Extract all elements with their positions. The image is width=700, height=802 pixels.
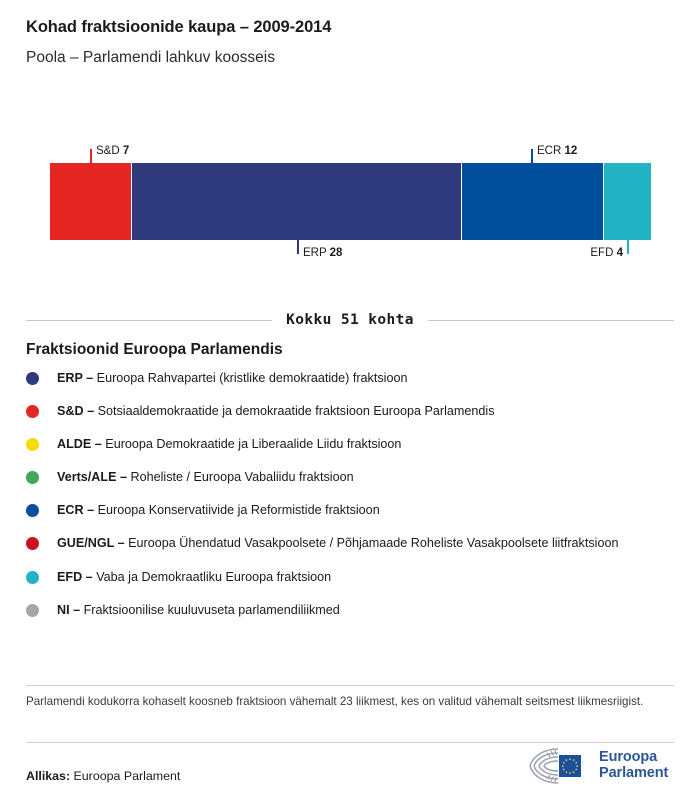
legend-item[interactable]: GUE/NGL – Euroopa Ühendatud Vasakpoolset… (26, 534, 674, 555)
legend-item-abbr: S&D – (57, 404, 98, 418)
legend-item-text: GUE/NGL – Euroopa Ühendatud Vasakpoolset… (57, 534, 618, 552)
bar-segment-erp[interactable] (132, 163, 463, 240)
footer-rule-top (26, 685, 674, 686)
tick-label-ecr: ECR 12 (537, 145, 578, 157)
bar-segment-ecr[interactable] (462, 163, 604, 240)
legend-color-swatch-icon (26, 471, 39, 484)
legend-item[interactable]: S&D – Sotsiaaldemokraatide ja demokraati… (26, 402, 674, 423)
legend-item-text: S&D – Sotsiaaldemokraatide ja demokraati… (57, 402, 495, 420)
legend-color-swatch-icon (26, 537, 39, 550)
legend-item-abbr: EFD – (57, 570, 97, 584)
legend-item[interactable]: NI – Fraktsioonilise kuuluvuseta parlame… (26, 601, 674, 622)
legend-item-description: Euroopa Demokraatide ja Liberaalide Liid… (105, 437, 402, 451)
divider-left (26, 319, 273, 321)
legend-item-text: ECR – Euroopa Konservatiivide ja Reformi… (57, 501, 380, 519)
legend-item[interactable]: ECR – Euroopa Konservatiivide ja Reformi… (26, 501, 674, 522)
legend-item-description: Fraktsioonilise kuuluvuseta parlamendili… (83, 603, 340, 617)
bar-track (50, 163, 651, 240)
stacked-bar-chart: S&D 7 ERP 28 ECR 12 EFD 4 (0, 135, 700, 270)
legend-list: ERP – Euroopa Rahvapartei (kristlike dem… (26, 369, 674, 634)
legend-item-text: EFD – Vaba ja Demokraatliku Euroopa frak… (57, 568, 331, 586)
legend-color-swatch-icon (26, 571, 39, 584)
legend-item-text: Verts/ALE – Roheliste / Euroopa Vabaliid… (57, 468, 354, 486)
european-parliament-logo: Euroopa Parlament (528, 746, 668, 786)
page-title: Kohad fraktsioonide kaupa – 2009-2014 (26, 18, 332, 36)
legend-item-description: Roheliste / Euroopa Vabaliidu fraktsioon (130, 470, 354, 484)
bar-segment-s-d[interactable] (50, 163, 133, 240)
legend-item-abbr: ECR – (57, 503, 98, 517)
divider-right (427, 319, 675, 321)
legend-color-swatch-icon (26, 604, 39, 617)
legend-item-abbr: Verts/ALE – (57, 470, 131, 484)
legend-item[interactable]: ALDE – Euroopa Demokraatide ja Liberaali… (26, 435, 674, 456)
total-seats-row: Kokku 51 kohta (26, 312, 675, 328)
logo-line-2: Parlament (599, 765, 669, 781)
tick-label-efd: EFD 4 (590, 247, 623, 259)
legend-item-abbr: NI – (57, 603, 84, 617)
source-label: Allikas: (26, 769, 71, 783)
legend-item-description: Euroopa Rahvapartei (kristlike demokraat… (96, 371, 408, 385)
legend-item-text: ALDE – Euroopa Demokraatide ja Liberaali… (57, 435, 401, 453)
legend-color-swatch-icon (26, 438, 39, 451)
tick-label-erp: ERP 28 (303, 247, 343, 259)
tick-ecr (531, 149, 533, 163)
page-subtitle: Poola – Parlamendi lahkuv koosseis (26, 48, 275, 66)
bar-segment-efd[interactable] (603, 163, 651, 240)
legend-item-abbr: GUE/NGL – (57, 536, 129, 550)
legend-color-swatch-icon (26, 372, 39, 385)
legend-item-description: Euroopa Konservatiivide ja Reformistide … (97, 503, 380, 517)
legend-item-abbr: ALDE – (57, 437, 106, 451)
legend-color-swatch-icon (26, 504, 39, 517)
tick-erp (297, 240, 299, 254)
legend-item-description: Vaba ja Demokraatliku Euroopa fraktsioon (96, 570, 332, 584)
legend-heading: Fraktsioonid Euroopa Parlamendis (26, 341, 283, 358)
logo-wordmark: Euroopa Parlament (599, 750, 668, 781)
legend-item[interactable]: EFD – Vaba ja Demokraatliku Euroopa frak… (26, 568, 674, 589)
logo-line-1: Euroopa (599, 749, 658, 766)
total-seats-label: Kokku 51 kohta (286, 312, 414, 328)
legend-item-description: Sotsiaaldemokraatide ja demokraatide fra… (97, 404, 495, 418)
legend-item[interactable]: ERP – Euroopa Rahvapartei (kristlike dem… (26, 369, 674, 390)
tick-s-d (90, 149, 92, 163)
tick-efd (627, 240, 629, 254)
legend-item-description: Euroopa Ühendatud Vasakpoolsete / Põhjam… (128, 536, 619, 550)
footnote: Parlamendi kodukorra kohaselt koosneb fr… (26, 695, 644, 708)
footer-rule-bottom (26, 742, 674, 743)
legend-item-text: ERP – Euroopa Rahvapartei (kristlike dem… (57, 369, 407, 387)
legend-item-text: NI – Fraktsioonilise kuuluvuseta parlame… (57, 601, 340, 619)
legend-item[interactable]: Verts/ALE – Roheliste / Euroopa Vabaliid… (26, 468, 674, 489)
legend-item-abbr: ERP – (57, 371, 97, 385)
source-line: Allikas: Euroopa Parlament (26, 769, 180, 783)
header: Kohad fraktsioonide kaupa – 2009-2014 Po… (26, 18, 666, 67)
source-value: Euroopa Parlament (73, 769, 181, 783)
legend-color-swatch-icon (26, 405, 39, 418)
tick-label-s-d: S&D 7 (96, 145, 130, 157)
hemicycle-icon (528, 746, 590, 786)
